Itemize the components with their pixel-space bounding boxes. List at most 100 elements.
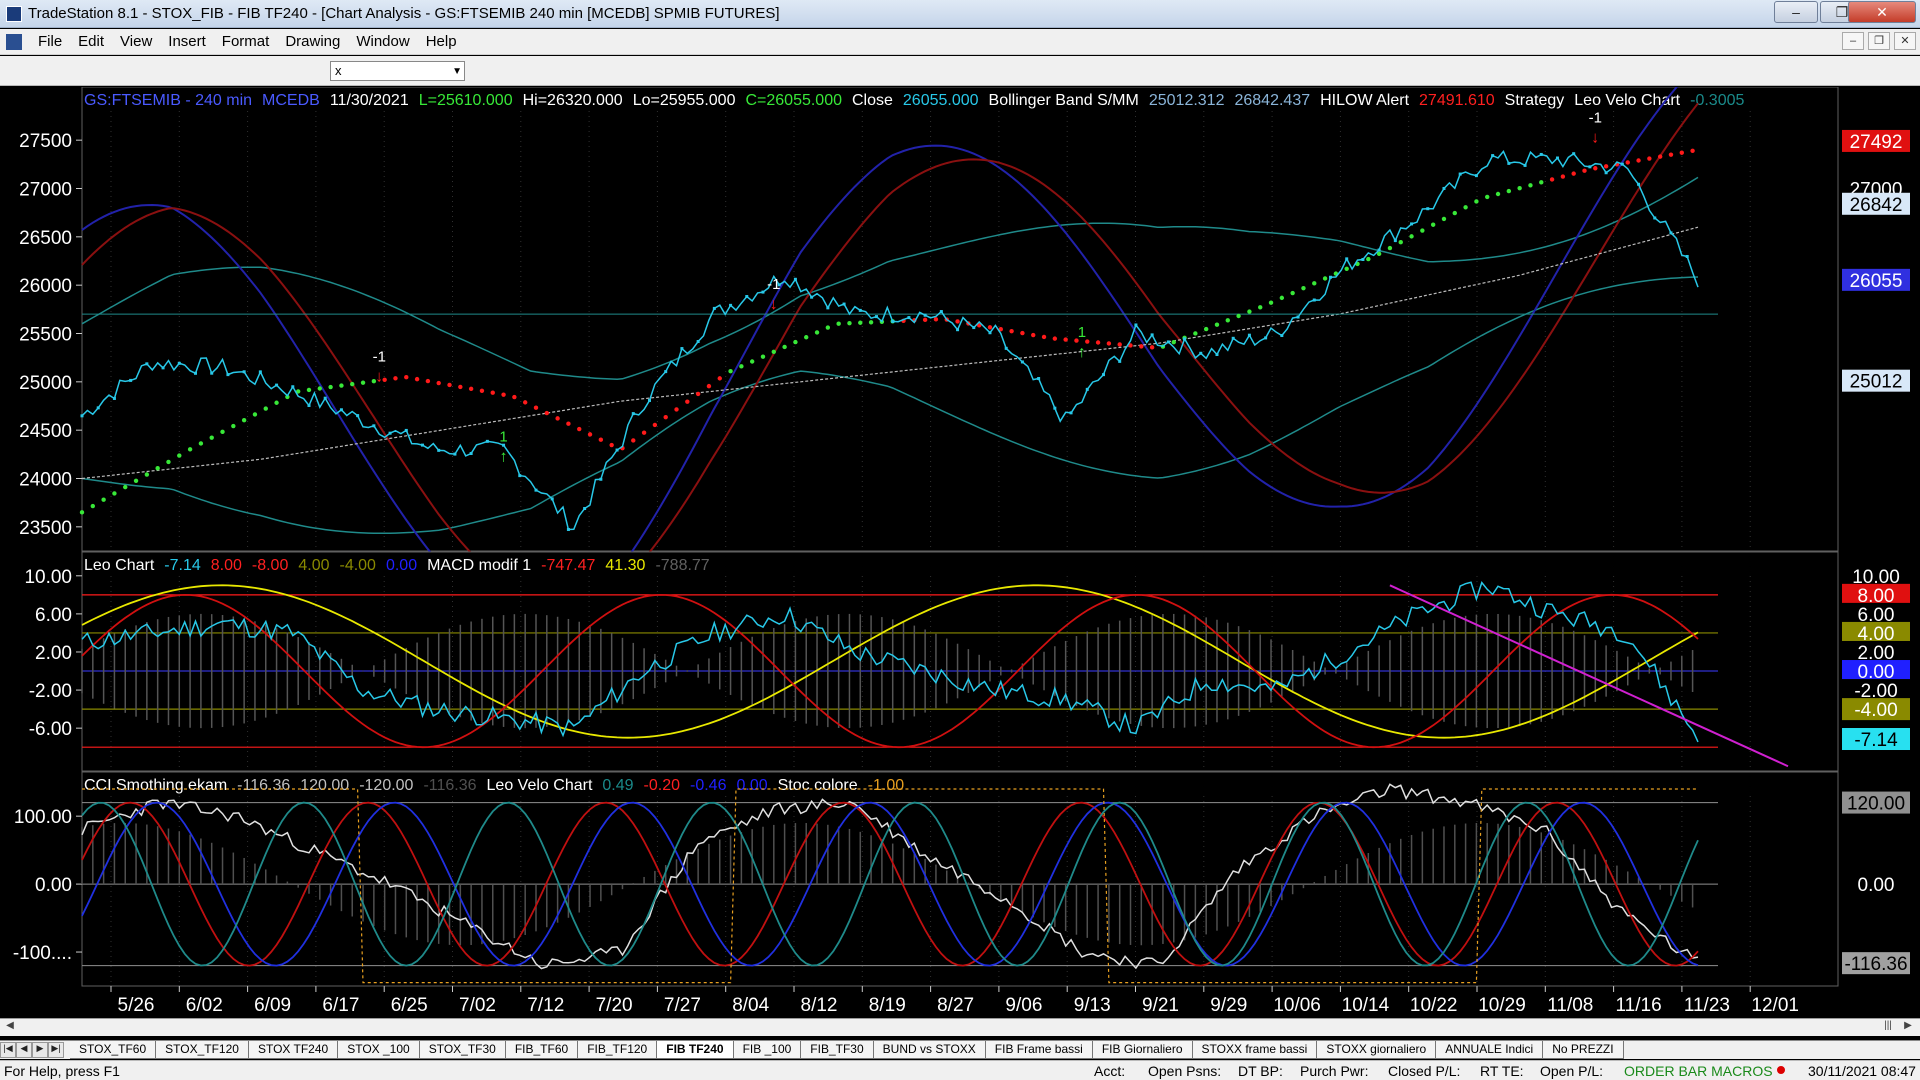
stop-dot: [998, 327, 1003, 332]
stop-dot: [123, 484, 128, 490]
stop-dot: [836, 321, 841, 326]
panel-header: Leo Chart -7.14 8.00 -8.00 4.00 -4.00 0.00 MACD…: [84, 557, 710, 574]
price-bar: [1620, 162, 1624, 166]
mdi-close-button[interactable]: ✕: [1894, 32, 1916, 50]
header-item: -788.77: [655, 557, 709, 574]
price-bar: [404, 428, 408, 432]
tab-fib-tf60[interactable]: FIB_TF60: [505, 1041, 579, 1059]
stop-dot: [533, 405, 539, 410]
y-tick-label: -2.00: [29, 681, 72, 702]
price-bar: [1361, 257, 1365, 261]
stop-dot: [1149, 345, 1155, 350]
x-tick-label: 7/20: [596, 995, 633, 1016]
price-bar: [258, 370, 262, 374]
menu-view[interactable]: View: [120, 33, 153, 50]
stop-dot: [695, 391, 701, 397]
menu-edit[interactable]: Edit: [78, 33, 105, 50]
price-bar: [1037, 377, 1041, 381]
scroll-left-icon[interactable]: ◀: [6, 1020, 14, 1031]
date-axis: 5/26 6/02 6/09 6/17 6/25 7/02 7/12 7/20 7/27 8/04…: [110, 986, 1799, 1016]
horizontal-scrollbar[interactable]: ◀ ||| ▶: [0, 1018, 1920, 1036]
stop-dot: [544, 410, 550, 416]
header-item: 0.00: [736, 777, 767, 794]
tab-stox-tf30[interactable]: STOX_TF30: [419, 1041, 506, 1059]
symbol-input[interactable]: x ▼: [330, 61, 465, 81]
workspace-tabs: |◀ ◀ ▶ ▶| STOX_TF60 STOX_TF120 STOX TF24…: [0, 1040, 1920, 1059]
menu-file[interactable]: File: [38, 33, 63, 50]
tab-stox-100[interactable]: STOX _100: [338, 1041, 420, 1059]
status-dt-bp: DT BP:: [1238, 1063, 1283, 1079]
signal-marker: -1: [1589, 110, 1602, 127]
tab-stoxx-giornaliero[interactable]: STOXX giornaliero: [1317, 1041, 1437, 1059]
tab-fib-giornaliero[interactable]: FIB Giornaliero: [1092, 1041, 1193, 1059]
tab-last-icon[interactable]: ▶|: [48, 1042, 64, 1058]
tab-no-prezzi[interactable]: No PREZZI: [1543, 1041, 1624, 1059]
tab-fib-100[interactable]: FIB _100: [733, 1041, 802, 1059]
price-bar: [145, 362, 149, 366]
scroll-right-icon[interactable]: ▶: [1904, 1020, 1912, 1031]
menu-window[interactable]: Window: [356, 33, 410, 50]
tab-fib-frame-bassi[interactable]: FIB Frame bassi: [985, 1041, 1093, 1059]
minimize-button[interactable]: ‒: [1774, 1, 1818, 23]
price-tag: [1842, 583, 1910, 606]
stop-dot: [706, 383, 712, 389]
x-tick-label: 6/09: [254, 995, 291, 1016]
stop-dot: [1647, 156, 1652, 161]
tab-fib-tf120[interactable]: FIB_TF120: [578, 1041, 658, 1059]
price-bar: [242, 370, 246, 374]
chevron-down-icon[interactable]: ▼: [452, 66, 462, 77]
stoch-blue-line: [81, 801, 1699, 967]
price-bar: [729, 303, 733, 307]
tab-prev-icon[interactable]: ◀: [16, 1042, 32, 1058]
tab-stox-tf60[interactable]: STOX_TF60: [70, 1041, 157, 1059]
status-help: For Help, press F1: [4, 1063, 120, 1079]
tab-annuale-indici[interactable]: ANNUALE Indici: [1436, 1041, 1544, 1059]
stop-dot: [144, 472, 150, 477]
stop-dot: [1690, 148, 1695, 154]
tab-first-icon[interactable]: |◀: [0, 1042, 16, 1058]
price-bar: [518, 474, 522, 478]
stop-dot: [1225, 318, 1230, 323]
mdi-minimize-button[interactable]: –: [1842, 32, 1864, 50]
price-bar: [502, 443, 506, 447]
tab-stox-tf120[interactable]: STOX_TF120: [156, 1041, 249, 1059]
menu-drawing[interactable]: Drawing: [285, 33, 341, 50]
tab-stoxx-frame-bassi[interactable]: STOXX frame bassi: [1192, 1041, 1318, 1059]
scroll-grip-icon[interactable]: |||: [1884, 1020, 1892, 1031]
tab-stox-tf240[interactable]: STOX TF240: [248, 1041, 339, 1059]
menu-help[interactable]: Help: [425, 33, 457, 50]
stop-dot: [868, 320, 874, 325]
price-bar: [793, 277, 797, 281]
tab-next-icon[interactable]: ▶: [32, 1042, 48, 1058]
symbol-value: x: [335, 63, 342, 78]
chart-analysis-window[interactable]: GS:FTSEMIB - 240 min MCEDB 11/30/2021 L=256…: [0, 63, 1920, 1024]
price-tag: [1842, 602, 1910, 625]
stop-dot: [760, 354, 766, 359]
status-open-pl: Open P/L:: [1540, 1063, 1604, 1079]
tab-fib-tf30[interactable]: FIB_TF30: [801, 1041, 874, 1059]
menu-bar: File Edit View Insert Format Drawing Win…: [0, 29, 1920, 55]
price-bar: [631, 412, 635, 416]
stop-dot: [1193, 331, 1198, 336]
mdi-restore-button[interactable]: ❐: [1868, 32, 1890, 50]
close-button[interactable]: ✕: [1848, 1, 1916, 23]
menu-insert[interactable]: Insert: [168, 33, 206, 50]
stop-dot: [674, 407, 679, 412]
stop-dot: [1603, 164, 1609, 169]
long-ma-line: [81, 226, 1699, 480]
stop-dot: [231, 423, 236, 429]
price-bar: [696, 340, 700, 344]
menu-format[interactable]: Format: [221, 33, 270, 50]
tab-bund-vs-stoxx[interactable]: BUND vs STOXX: [873, 1041, 986, 1059]
tab-fib-tf240[interactable]: FIB TF240: [657, 1041, 734, 1059]
x-tick-label: 8/27: [937, 995, 974, 1016]
stop-dot: [1344, 266, 1349, 271]
header-item: -0.46: [690, 777, 727, 794]
chart-canvas[interactable]: GS:FTSEMIB - 240 min MCEDB 11/30/2021 L=256…: [0, 63, 1920, 1018]
price-bar: [1588, 165, 1592, 169]
cci-panel: CCI Smothing ekam -116.36 120.00 -120.00 -11…: [13, 771, 1910, 987]
stop-dot: [566, 421, 571, 426]
price-bar: [453, 452, 457, 456]
status-order-bar-macros[interactable]: ORDER BAR MACROS: [1624, 1063, 1789, 1079]
header-item: -120.00: [359, 777, 413, 794]
